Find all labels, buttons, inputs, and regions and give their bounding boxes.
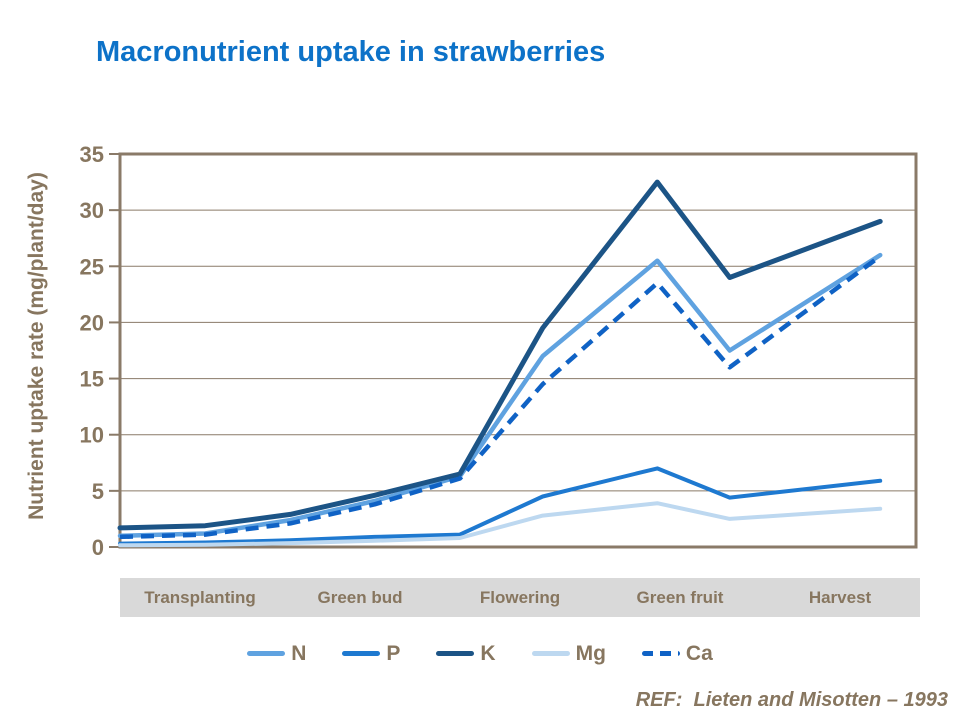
y-tick-label-35: 35 bbox=[80, 142, 104, 167]
chart-legend: N P K Mg Ca bbox=[0, 639, 960, 667]
legend-label-Mg: Mg bbox=[575, 641, 606, 665]
series-line-Ca bbox=[119, 254, 882, 540]
legend-label-N: N bbox=[291, 641, 307, 665]
y-tick-label-25: 25 bbox=[80, 254, 104, 279]
legend-label-P: P bbox=[386, 641, 401, 665]
stage-band: Transplanting Green bud Flowering Green fru… bbox=[120, 578, 920, 617]
legend-swatch-P bbox=[342, 650, 381, 656]
legend-swatch-K bbox=[436, 650, 475, 656]
stage-label-green-fruit: Green fruit bbox=[636, 587, 724, 607]
reference-text: REF: Lieten and Misotten – 1993 bbox=[635, 689, 948, 711]
legend-swatch-Ca bbox=[641, 650, 680, 656]
legend-item-Mg: Mg bbox=[531, 641, 606, 665]
series-line-Mg bbox=[118, 501, 883, 548]
legend-item-Ca: Ca bbox=[641, 641, 713, 665]
plot-border bbox=[118, 152, 918, 549]
series-line-P bbox=[118, 466, 883, 546]
legend-item-K: K bbox=[436, 641, 496, 665]
chart-title: Macronutrient uptake in strawberries bbox=[96, 36, 606, 68]
y-tick-label-10: 10 bbox=[80, 423, 104, 448]
legend-item-P: P bbox=[342, 643, 400, 664]
stage-label-green-bud: Green bud bbox=[317, 587, 403, 607]
legend-swatch-Mg bbox=[531, 650, 570, 656]
legend-item-N: N bbox=[247, 643, 306, 664]
y-tick-label-0: 0 bbox=[92, 535, 104, 560]
stage-label-flowering: Flowering bbox=[479, 587, 561, 607]
legend-label-K: K bbox=[480, 641, 496, 665]
series-line-K bbox=[117, 179, 883, 531]
stage-label-transplanting: Transplanting bbox=[144, 587, 256, 607]
y-tick-label-5: 5 bbox=[92, 479, 104, 504]
y-tick-label-20: 20 bbox=[80, 310, 104, 335]
legend-swatch-N bbox=[247, 650, 286, 656]
y-tick-label-15: 15 bbox=[80, 367, 104, 392]
y-tick-label-30: 30 bbox=[80, 198, 104, 223]
stage-label-harvest: Harvest bbox=[808, 587, 872, 607]
legend-label-Ca: Ca bbox=[685, 641, 713, 665]
